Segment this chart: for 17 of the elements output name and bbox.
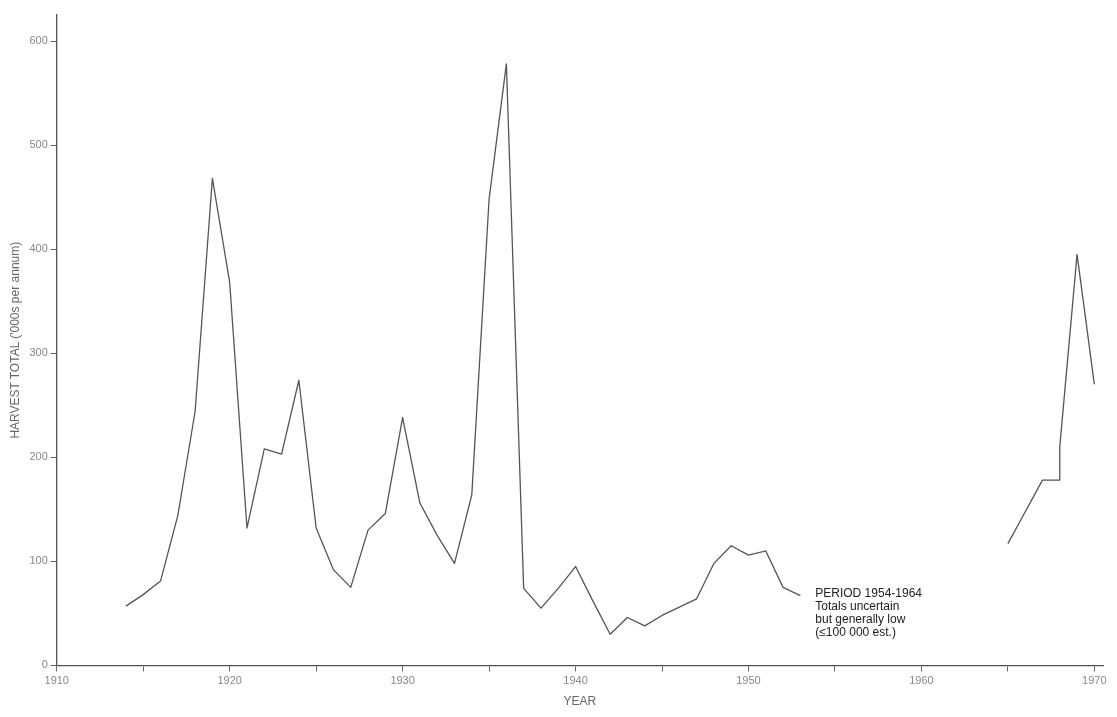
x-tick-label: 1950 [736,674,761,687]
x-tick-label: 1970 [1082,674,1107,687]
x-tick-label: 1930 [390,674,415,687]
x-tick-label: 1920 [217,674,242,687]
y-tick-label: 300 [29,346,48,359]
annotation: PERIOD 1954-1964 Totals uncertain but generally low (≤100 000 est.) [815,585,923,639]
y-tick-label: 100 [29,554,48,567]
x-axis-title: YEAR [563,694,597,709]
x-tick-label: 1910 [44,674,69,687]
y-tick-label: 500 [29,138,48,151]
y-tick-label: 600 [29,34,48,47]
y-tick-label: 400 [29,242,48,255]
x-tick-label: 1960 [909,674,934,687]
y-tick-label: 200 [29,450,48,463]
x-tick-label: 1940 [563,674,588,687]
y-axis-title: HARVEST TOTAL ('000s per annum) [7,241,22,439]
y-tick-label: 0 [41,658,48,671]
